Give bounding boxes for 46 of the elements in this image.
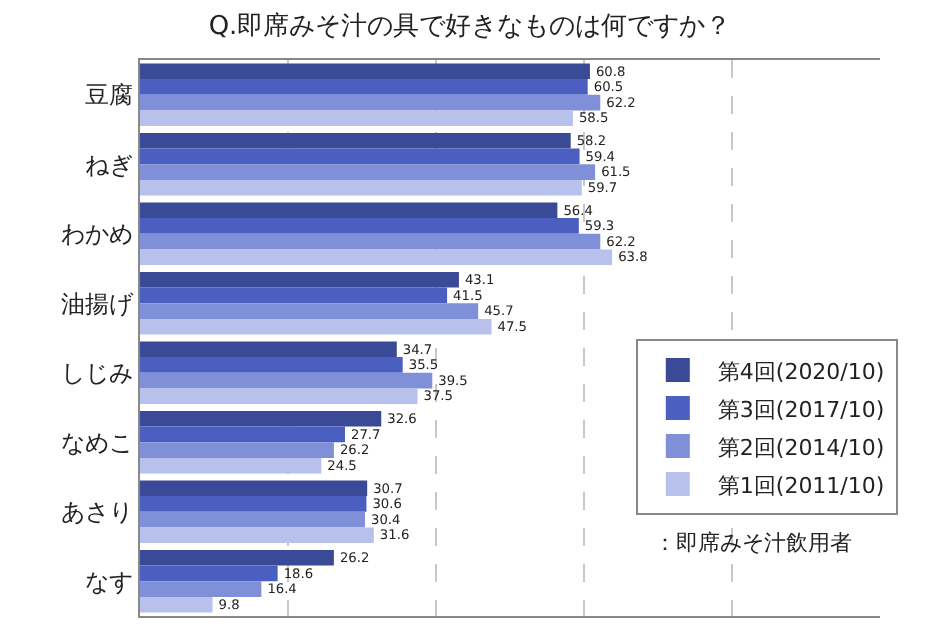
bar	[140, 233, 601, 250]
bar	[140, 148, 580, 165]
bar	[140, 218, 579, 234]
bar	[140, 287, 448, 304]
bar	[140, 480, 368, 497]
y-tick-label: 豆腐	[85, 81, 134, 110]
y-tick-label: しじみ	[61, 359, 134, 388]
bar	[140, 457, 322, 474]
bar	[140, 110, 573, 127]
bar	[140, 271, 459, 288]
bar	[140, 249, 613, 266]
y-tick-label: わかめ	[61, 220, 134, 249]
y-tick-label: あさり	[61, 498, 134, 527]
bar	[140, 318, 492, 335]
bar	[140, 426, 345, 443]
bar	[140, 341, 397, 358]
bar	[140, 581, 262, 597]
chart-title: Q.即席みそ汁の具で好きなものは何ですか？	[208, 10, 732, 43]
bar	[140, 164, 596, 180]
legend-label: 第3回(2017/10)	[717, 396, 885, 423]
y-tick-label: 油揚げ	[61, 289, 136, 318]
bar	[140, 496, 367, 512]
y-tick-label: なす	[85, 567, 134, 596]
bar	[140, 357, 403, 373]
bar	[140, 511, 365, 528]
legend-label: 第1回(2011/10)	[717, 472, 885, 499]
bar	[140, 94, 601, 111]
bar	[140, 388, 418, 405]
bar	[140, 549, 334, 566]
bar	[140, 410, 382, 427]
bar	[140, 596, 213, 613]
annotation: ：即席みそ汁飲用者	[654, 530, 852, 556]
y-tick-label: なめこ	[61, 428, 134, 457]
legend-label: 第4回(2020/10)	[717, 358, 885, 385]
y-tick-label: ねぎ	[85, 150, 134, 179]
bar	[140, 442, 334, 458]
legend-label: 第2回(2014/10)	[717, 434, 885, 461]
bar	[140, 132, 571, 149]
bar	[140, 527, 374, 544]
bar	[140, 565, 278, 582]
bar	[140, 303, 479, 319]
bar	[140, 202, 558, 219]
bar	[140, 63, 590, 80]
bar	[140, 179, 582, 196]
bar	[140, 372, 433, 389]
bar	[140, 79, 588, 95]
